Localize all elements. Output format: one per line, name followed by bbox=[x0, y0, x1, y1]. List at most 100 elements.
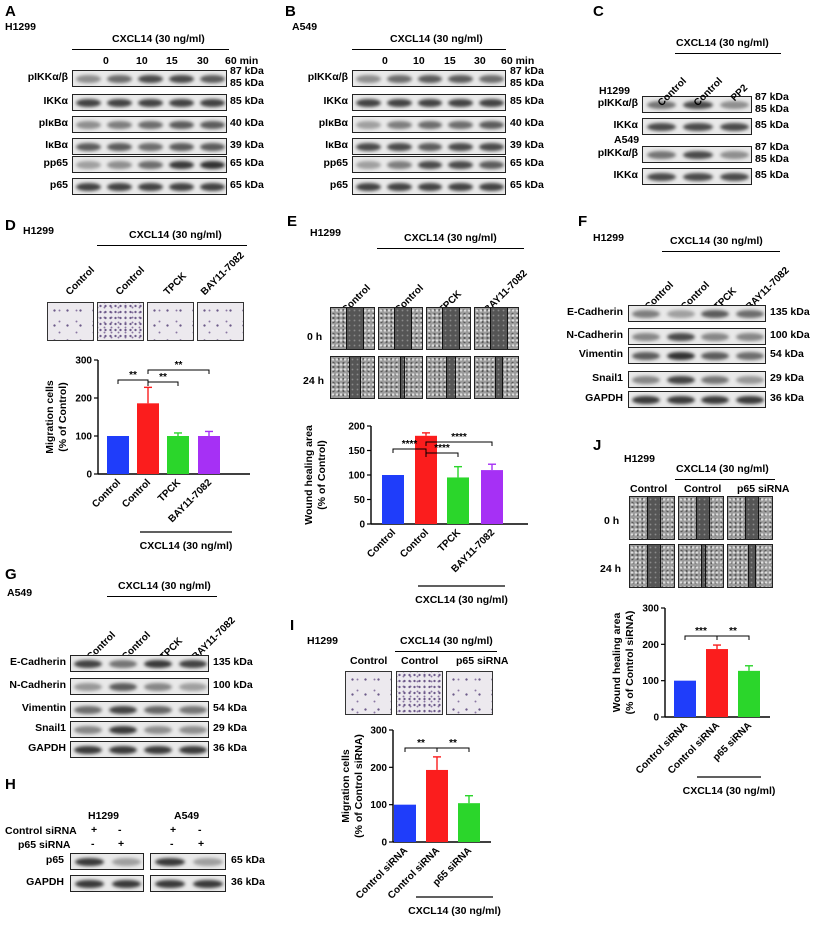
panel-d-tick-label-1: 0 bbox=[86, 470, 92, 481]
panel-c-row-label-2: IKKα bbox=[613, 119, 638, 131]
panel-e-sig-bracket-1 bbox=[392, 448, 427, 453]
panel-b-band-1-1 bbox=[356, 75, 381, 83]
panel-h-blot-strip-1-1 bbox=[70, 853, 144, 870]
panel-a-letter: A bbox=[5, 3, 16, 20]
panel-e-y-label-2: (% of Control) bbox=[316, 440, 328, 509]
panel-d-micrograph-4 bbox=[197, 302, 244, 341]
panel-i-cell-line: H1299 bbox=[307, 635, 338, 647]
panel-e-tick-label-3: 100 bbox=[348, 471, 365, 482]
panel-b-cell-line: A549 bbox=[292, 21, 318, 33]
panel-g-band-2-2 bbox=[109, 683, 138, 691]
panel-a-band-1-3 bbox=[138, 75, 163, 83]
panel-a-row-label-3: pIκBα bbox=[38, 117, 68, 129]
panel-j-wound-2-3 bbox=[727, 544, 773, 588]
panel-b-blot-strip-3 bbox=[352, 116, 506, 133]
panel-c-row-label-3: pIKKα/β bbox=[597, 147, 638, 159]
panel-g-band-1-1 bbox=[74, 660, 103, 668]
panel-a-band-5-5 bbox=[200, 161, 225, 169]
panel-g-kda-5: 36 kDa bbox=[213, 742, 247, 754]
panel-g-band-4-4 bbox=[178, 726, 207, 734]
panel-h-band-1-2-2 bbox=[193, 858, 223, 866]
panel-b-band-6-2 bbox=[386, 183, 412, 191]
panel-j-y-label-2: (% of Control siRNA) bbox=[624, 611, 636, 715]
panel-a-band-6-5 bbox=[200, 183, 225, 191]
panel-j-letter: J bbox=[593, 437, 602, 454]
panel-g-band-4-1 bbox=[74, 726, 103, 734]
panel-d-tick-label-2: 100 bbox=[75, 432, 92, 443]
panel-i-tick-label-3: 200 bbox=[370, 763, 387, 774]
panel-a-time-4: 30 bbox=[197, 55, 209, 67]
panel-e-sig-label-3: **** bbox=[451, 432, 467, 443]
panel-g-row-label-4: Snail1 bbox=[35, 722, 66, 734]
panel-g-cell-line: A549 bbox=[7, 587, 33, 599]
panel-a-kda-3: 40 kDa bbox=[230, 117, 264, 129]
panel-a-time-3: 15 bbox=[166, 55, 178, 67]
panel-b-band-3-2 bbox=[386, 121, 412, 129]
panel-g-band-2-3 bbox=[143, 683, 172, 691]
panel-b-row-label-6: p65 bbox=[329, 179, 348, 191]
panel-d-y-label-1: Migration cells bbox=[44, 380, 56, 454]
panel-a-kda-5: 65 kDa bbox=[230, 157, 264, 169]
panel-f-letter: F bbox=[578, 213, 588, 230]
panel-e-time-0h: 0 h bbox=[307, 331, 323, 343]
panel-a-band-4-3 bbox=[138, 143, 163, 151]
panel-j-wound-2-1 bbox=[629, 544, 675, 588]
panel-f-band-3-2 bbox=[666, 352, 695, 360]
panel-b-band-5-1 bbox=[356, 161, 381, 169]
panel-b-blot-strip-6 bbox=[352, 178, 506, 195]
panel-b-band-1-3 bbox=[417, 75, 443, 83]
panel-e-wound-2-1 bbox=[330, 356, 375, 399]
panel-f-treatment: CXCL14 (30 ng/ml) bbox=[670, 235, 763, 247]
panel-j-tick-label-3: 200 bbox=[642, 640, 659, 651]
panel-j-time-24h: 24 h bbox=[600, 563, 622, 575]
panel-d-sig-label-1: ** bbox=[129, 370, 137, 381]
panel-d-micrograph-2 bbox=[97, 302, 144, 341]
panel-f-band-5-4 bbox=[735, 396, 764, 404]
panel-b-kda-5: 65 kDa bbox=[510, 157, 544, 169]
panel-g-band-4-2 bbox=[109, 726, 138, 734]
panel-b-band-2-1 bbox=[356, 99, 381, 107]
panel-b-treatment: CXCL14 (30 ng/ml) bbox=[390, 33, 483, 45]
panel-g-band-3-1 bbox=[74, 706, 103, 714]
panel-f-kda-4: 29 kDa bbox=[770, 372, 804, 384]
panel-i-treatment-line bbox=[395, 651, 497, 652]
panel-b-band-2-2 bbox=[386, 99, 412, 107]
panel-b-band-2-3 bbox=[417, 99, 443, 107]
panel-f-band-5-2 bbox=[666, 396, 695, 404]
panel-h-sign-control-2: - bbox=[118, 824, 122, 836]
panel-i-y-label-2: (% of Control siRNA) bbox=[353, 734, 365, 838]
panel-a-kda-1a: 87 kDa bbox=[230, 65, 264, 77]
panel-i-micrograph-2 bbox=[396, 671, 443, 715]
panel-h-row-p65-sirna: p65 siRNA bbox=[18, 839, 71, 851]
panel-j-treatment-label: CXCL14 (30 ng/ml) bbox=[683, 785, 776, 797]
panel-h-band-1-2-1 bbox=[155, 858, 185, 866]
panel-f-band-1-4 bbox=[735, 310, 764, 318]
panel-a-row-label-5: pp65 bbox=[43, 157, 68, 169]
panel-e-wound-2-3 bbox=[426, 356, 471, 399]
panel-f-band-1-3 bbox=[701, 310, 730, 318]
panel-d-sig-bracket-2 bbox=[147, 381, 179, 386]
panel-j-tick-label-4: 300 bbox=[642, 604, 659, 615]
panel-c-band-2-2 bbox=[683, 123, 713, 131]
panel-b-band-6-4 bbox=[448, 183, 474, 191]
panel-c-band-3-1 bbox=[646, 151, 676, 159]
panel-f-blot-strip-2 bbox=[628, 328, 766, 345]
panel-b-band-5-3 bbox=[417, 161, 443, 169]
panel-i-treatment: CXCL14 (30 ng/ml) bbox=[400, 635, 493, 647]
panel-b-band-6-1 bbox=[356, 183, 381, 191]
panel-a-band-2-5 bbox=[200, 99, 225, 107]
panel-f-band-3-4 bbox=[735, 352, 764, 360]
panel-h-kda-1: 65 kDa bbox=[231, 854, 265, 866]
panel-c-kda-3b: 85 kDa bbox=[755, 153, 789, 165]
panel-c-band-1-2 bbox=[683, 101, 713, 109]
panel-b-band-5-4 bbox=[448, 161, 474, 169]
panel-a-row-label-6: p65 bbox=[49, 179, 68, 191]
panel-f-blot-strip-3 bbox=[628, 347, 766, 364]
panel-a-blot-strip-5 bbox=[72, 156, 227, 173]
panel-c-cell-a549: A549 bbox=[614, 134, 640, 146]
panel-b-row-label-2: IKKα bbox=[323, 95, 348, 107]
panel-h-sign-control-1: + bbox=[91, 824, 98, 836]
panel-g-band-2-1 bbox=[74, 683, 103, 691]
panel-i-y-label-1: Migration cells bbox=[340, 749, 352, 823]
panel-a-band-6-4 bbox=[169, 183, 194, 191]
